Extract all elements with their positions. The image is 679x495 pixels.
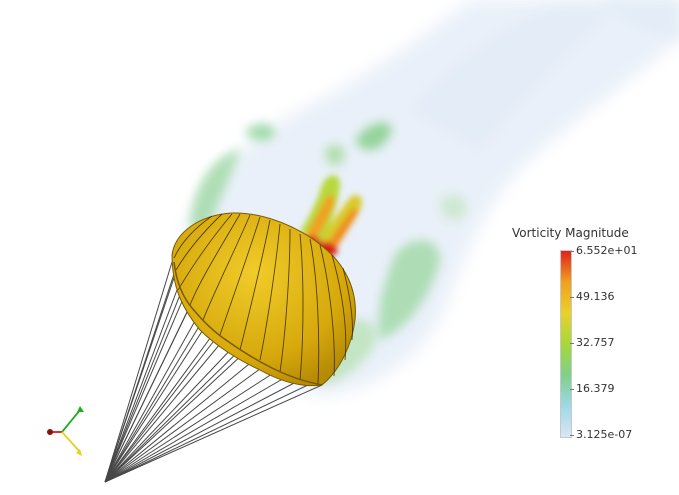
legend-max-label: 6.552e+01 (576, 244, 638, 257)
parachute-canopy (171, 212, 356, 387)
color-legend: Vorticity Magnitude 6.552e+01 49.136 32.… (506, 226, 676, 446)
legend-title: Vorticity Magnitude (512, 226, 629, 240)
legend-tick-mark (570, 251, 574, 252)
legend-tick-mark (570, 297, 574, 298)
legend-tick-mark (570, 435, 574, 436)
suspension-lines (104, 261, 323, 483)
legend-tick-label: 32.757 (576, 336, 615, 349)
legend-colorbar (560, 250, 572, 438)
legend-tick-mark (570, 389, 574, 390)
orientation-axes (47, 406, 84, 456)
legend-min-label: 3.125e-07 (576, 428, 633, 441)
legend-tick-mark (570, 343, 574, 344)
legend-tick-label: 49.136 (576, 290, 615, 303)
legend-tick-label: 16.379 (576, 382, 615, 395)
